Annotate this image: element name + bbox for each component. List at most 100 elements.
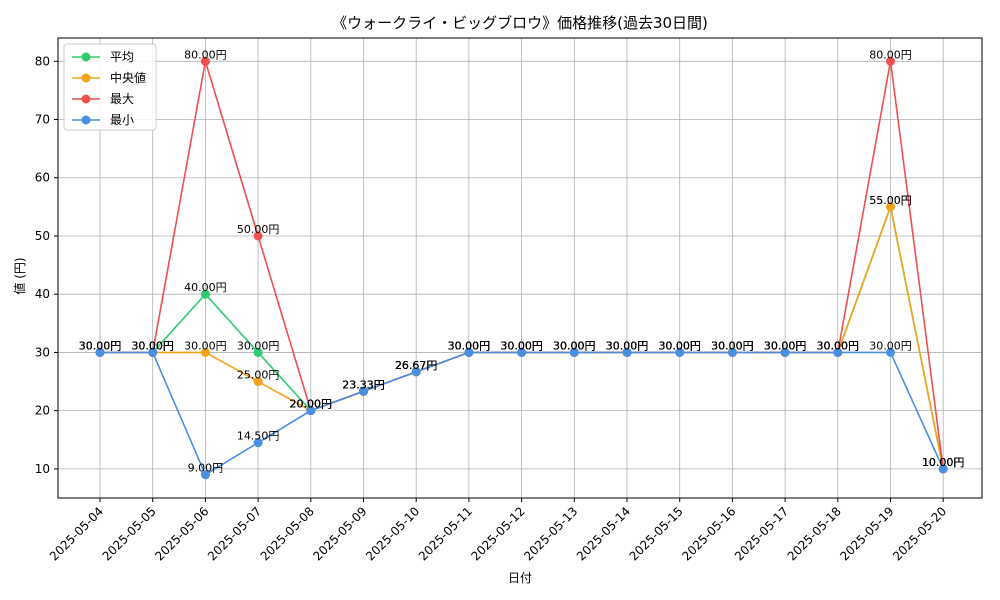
legend-swatch-marker bbox=[81, 115, 91, 125]
data-label: 30.00円 bbox=[184, 339, 227, 352]
data-point bbox=[833, 347, 843, 357]
data-point bbox=[200, 56, 210, 66]
data-label: 30.00円 bbox=[658, 339, 701, 352]
data-point bbox=[569, 347, 579, 357]
data-point bbox=[253, 231, 263, 241]
data-point bbox=[411, 367, 421, 377]
x-tick-label: 2025-05-19 bbox=[837, 504, 896, 563]
data-label: 30.00円 bbox=[553, 339, 596, 352]
data-label: 30.00円 bbox=[131, 339, 174, 352]
data-label: 30.00円 bbox=[237, 339, 280, 352]
x-tick-label: 2025-05-20 bbox=[890, 504, 949, 563]
data-point bbox=[886, 202, 895, 212]
data-label: 30.00円 bbox=[658, 339, 701, 352]
data-point bbox=[200, 470, 210, 480]
data-label: 30.00円 bbox=[606, 339, 649, 352]
data-label: 30.00円 bbox=[658, 339, 701, 352]
data-point bbox=[95, 347, 105, 357]
data-point bbox=[886, 56, 895, 66]
y-tick-label: 60 bbox=[35, 171, 50, 185]
y-tick-label: 80 bbox=[35, 54, 50, 68]
series-3 bbox=[95, 347, 948, 480]
legend-entry: 最大 bbox=[110, 92, 134, 106]
data-label: 30.00円 bbox=[553, 339, 596, 352]
x-tick-label: 2025-05-12 bbox=[469, 504, 528, 563]
data-point bbox=[780, 347, 790, 357]
data-label: 30.00円 bbox=[79, 339, 122, 352]
data-label: 30.00円 bbox=[448, 339, 491, 352]
data-label: 10.00円 bbox=[922, 456, 965, 469]
x-tick-label: 2025-05-09 bbox=[310, 504, 369, 563]
data-label: 26.67円 bbox=[395, 359, 438, 372]
data-label: 30.00円 bbox=[553, 339, 596, 352]
data-label: 30.00円 bbox=[658, 339, 701, 352]
data-label: 30.00円 bbox=[711, 339, 754, 352]
data-point bbox=[200, 347, 210, 357]
data-label: 80.00円 bbox=[869, 48, 912, 61]
x-tick-label: 2025-05-07 bbox=[205, 504, 264, 563]
data-label: 50.00円 bbox=[237, 223, 280, 236]
data-label: 55.00円 bbox=[869, 194, 912, 207]
data-label: 30.00円 bbox=[817, 339, 860, 352]
data-point bbox=[517, 347, 527, 357]
data-label: 23.33円 bbox=[342, 378, 385, 391]
y-axis-label: 値 (円) bbox=[12, 257, 27, 294]
data-label: 80.00円 bbox=[184, 48, 227, 61]
data-label: 10.00円 bbox=[922, 456, 965, 469]
x-tick-label: 2025-05-17 bbox=[732, 504, 791, 563]
x-tick-label: 2025-05-04 bbox=[47, 504, 106, 563]
data-label: 30.00円 bbox=[711, 339, 754, 352]
data-point bbox=[148, 347, 158, 357]
data-label: 30.00円 bbox=[131, 339, 174, 352]
series-layer bbox=[95, 56, 948, 480]
data-label: 30.00円 bbox=[448, 339, 491, 352]
x-tick-label: 2025-05-15 bbox=[627, 504, 686, 563]
data-label: 30.00円 bbox=[448, 339, 491, 352]
data-point bbox=[253, 347, 263, 357]
data-label: 30.00円 bbox=[131, 339, 174, 352]
data-label: 30.00円 bbox=[711, 339, 754, 352]
data-label: 30.00円 bbox=[500, 339, 543, 352]
y-tick-label: 40 bbox=[35, 287, 50, 301]
data-label: 30.00円 bbox=[553, 339, 596, 352]
y-tick-label: 30 bbox=[35, 345, 50, 359]
legend-entry: 中央値 bbox=[110, 70, 146, 85]
x-tick-label: 2025-05-10 bbox=[363, 504, 422, 563]
x-tick-label: 2025-05-14 bbox=[574, 504, 633, 563]
data-label: 30.00円 bbox=[500, 339, 543, 352]
x-tick-label: 2025-05-08 bbox=[258, 504, 317, 563]
y-tick-label: 50 bbox=[35, 229, 50, 243]
data-label: 10.00円 bbox=[922, 456, 965, 469]
data-point bbox=[727, 347, 737, 357]
x-tick-label: 2025-05-06 bbox=[152, 504, 211, 563]
x-tick-label: 2025-05-05 bbox=[100, 504, 159, 563]
axes-layer: 10203040506070802025-05-042025-05-052025… bbox=[35, 37, 983, 563]
y-tick-label: 10 bbox=[35, 462, 50, 476]
plot-frame bbox=[57, 37, 983, 499]
legend-swatch-marker bbox=[81, 73, 91, 83]
x-axis-label: 日付 bbox=[508, 571, 532, 585]
y-tick-label: 70 bbox=[35, 113, 50, 127]
data-label: 30.00円 bbox=[764, 339, 807, 352]
data-label: 26.67円 bbox=[395, 359, 438, 372]
data-label: 23.33円 bbox=[342, 378, 385, 391]
data-label: 30.00円 bbox=[817, 339, 860, 352]
data-label: 30.00円 bbox=[79, 339, 122, 352]
data-label: 9.00円 bbox=[188, 462, 224, 475]
data-point bbox=[886, 347, 895, 357]
data-label: 30.00円 bbox=[606, 339, 649, 352]
legend-swatch-marker bbox=[81, 52, 91, 62]
data-point bbox=[306, 406, 316, 416]
data-label: 55.00円 bbox=[869, 194, 912, 207]
data-label: 30.00円 bbox=[711, 339, 754, 352]
x-tick-label: 2025-05-18 bbox=[785, 504, 844, 563]
data-label: 20.00円 bbox=[290, 398, 333, 411]
data-point bbox=[938, 464, 948, 474]
data-point bbox=[359, 386, 368, 396]
data-labels-layer: 30.00円 30.00円 40.00円 30.00円 20.00円 23.33円 26.6… bbox=[79, 48, 965, 474]
data-label: 30.00円 bbox=[606, 339, 649, 352]
legend-frame bbox=[63, 43, 157, 131]
data-label: 30.00円 bbox=[764, 339, 807, 352]
